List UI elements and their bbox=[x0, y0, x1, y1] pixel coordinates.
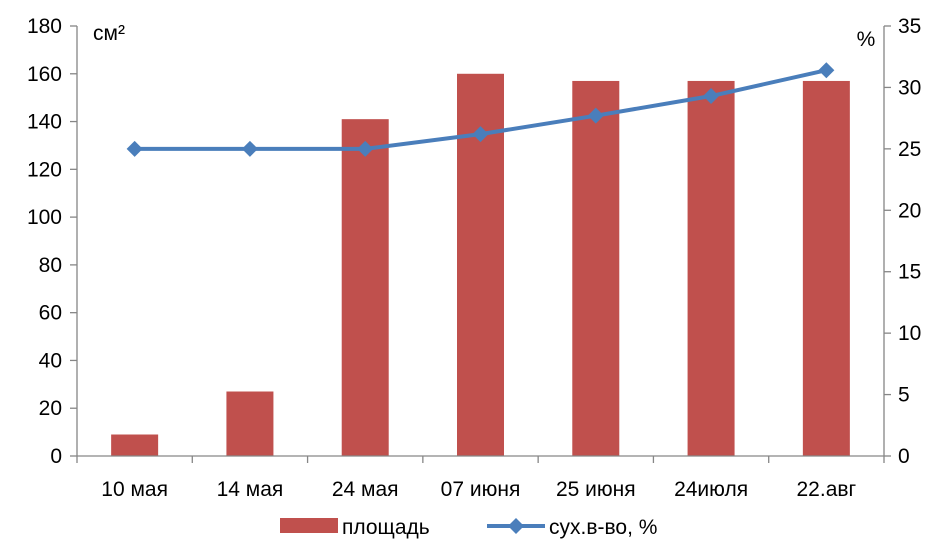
legend-line-label: сух.в-во, % bbox=[549, 516, 657, 539]
bar-4 bbox=[572, 80, 620, 456]
x-tick-label-6: 22.авг bbox=[797, 478, 857, 501]
right-axis-unit-label: % bbox=[857, 28, 876, 51]
bar-5 bbox=[687, 80, 735, 456]
line-point-2 bbox=[357, 140, 374, 157]
left-tick-label-8: 160 bbox=[27, 63, 62, 86]
line-point-4 bbox=[587, 107, 604, 124]
left-tick-label-6: 120 bbox=[27, 158, 62, 181]
right-tick-label-1: 5 bbox=[898, 384, 910, 407]
right-tick-label-6: 30 bbox=[898, 76, 921, 99]
bar-0 bbox=[111, 434, 159, 456]
line-point-6 bbox=[818, 62, 835, 79]
x-tick-label-0: 10 мая bbox=[101, 478, 168, 501]
legend-line-marker bbox=[508, 518, 524, 534]
left-tick-label-4: 80 bbox=[39, 254, 62, 277]
legend-bar-label: площадь bbox=[342, 516, 430, 539]
bars-layer bbox=[111, 73, 850, 457]
left-axis-ticks: 0 20 40 60 80 100 120 140 160 180 bbox=[27, 15, 77, 468]
x-tick-label-1: 14 мая bbox=[217, 478, 284, 501]
left-tick-label-2: 40 bbox=[39, 349, 62, 372]
right-axis-ticks: 0 5 10 15 20 25 30 35 bbox=[884, 15, 921, 468]
axes-layer bbox=[76, 26, 885, 457]
bar-2 bbox=[341, 119, 389, 457]
right-tick-label-0: 0 bbox=[898, 445, 910, 468]
x-tick-label-2: 24 мая bbox=[332, 478, 399, 501]
right-tick-label-2: 10 bbox=[898, 322, 921, 345]
left-tick-label-7: 140 bbox=[27, 111, 62, 134]
legend: площадь сух.в-во, % bbox=[280, 516, 657, 539]
right-tick-label-3: 15 bbox=[898, 261, 921, 284]
line-layer bbox=[126, 62, 835, 157]
line-point-1 bbox=[241, 140, 258, 157]
legend-bar-swatch bbox=[280, 518, 338, 533]
left-tick-label-5: 100 bbox=[27, 206, 62, 229]
right-tick-label-5: 25 bbox=[898, 138, 921, 161]
x-tick-label-5: 24июля bbox=[674, 478, 748, 501]
left-axis-unit-label: см² bbox=[93, 22, 125, 45]
line-point-5 bbox=[703, 88, 720, 105]
left-tick-label-9: 180 bbox=[27, 15, 62, 38]
left-tick-label-0: 0 bbox=[50, 445, 62, 468]
x-axis-ticks: 10 мая 14 мая 24 мая 07 июня 25 июня 24июля 22… bbox=[76, 456, 885, 501]
left-tick-label-1: 20 bbox=[39, 397, 62, 420]
x-tick-label-4: 25 июня bbox=[556, 478, 636, 501]
bar-6 bbox=[802, 80, 850, 456]
left-tick-label-3: 60 bbox=[39, 302, 62, 325]
right-tick-label-7: 35 bbox=[898, 15, 921, 38]
line-point-3 bbox=[472, 126, 489, 143]
bar-1 bbox=[226, 391, 274, 456]
x-tick-label-3: 07 июня bbox=[441, 478, 521, 501]
line-point-0 bbox=[126, 140, 143, 157]
right-tick-label-4: 20 bbox=[898, 199, 921, 222]
